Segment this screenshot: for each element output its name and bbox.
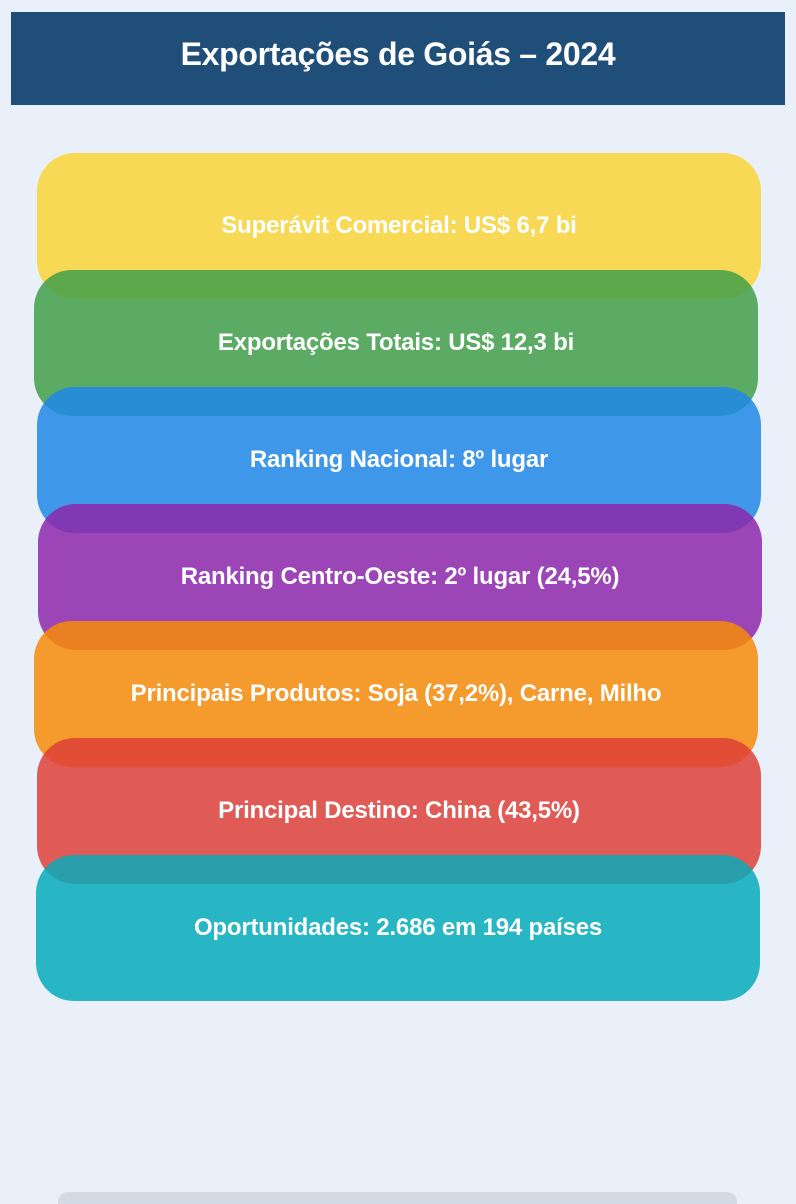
- stats-list: Superávit Comercial: US$ 6,7 bi Exportaçõ…: [0, 153, 796, 1001]
- stat-bar: Oportunidades: 2.686 em 194 países: [36, 855, 760, 1001]
- footer-sliver: [58, 1192, 737, 1204]
- stat-bar-label: Oportunidades: 2.686 em 194 países: [193, 914, 603, 941]
- stat-bar-label: Superávit Comercial: US$ 6,7 bi: [221, 212, 577, 239]
- header: Exportações de Goiás – 2024: [11, 12, 785, 105]
- stat-bar-label: Exportações Totais: US$ 12,3 bi: [217, 329, 575, 356]
- stat-bar-label: Ranking Centro-Oeste: 2º lugar (24,5%): [180, 563, 620, 590]
- stat-bar-label: Principais Produtos: Soja (37,2%), Carne…: [130, 680, 662, 707]
- stat-bar-label: Ranking Nacional: 8º lugar: [249, 446, 549, 473]
- page-title: Exportações de Goiás – 2024: [180, 36, 616, 72]
- stat-bar-label: Principal Destino: China (43,5%): [218, 797, 580, 824]
